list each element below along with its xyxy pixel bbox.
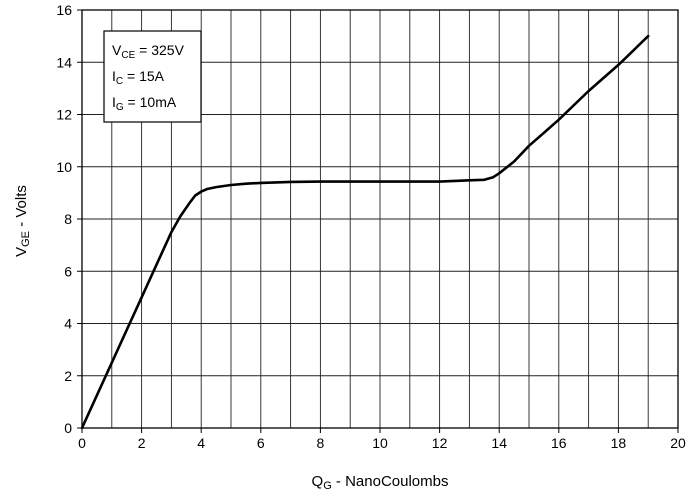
legend-entry-vce: VCE = 325V (112, 42, 185, 61)
plot-area-frame (81, 9, 679, 429)
x-axis-label: QG - NanoCoulombs (312, 473, 449, 492)
legend-entry-ic: IC = 15A (112, 68, 165, 87)
x-tick-label: 18 (611, 435, 627, 451)
legend-frame (103, 30, 202, 123)
legend-entry-ig: IG = 10mA (112, 94, 177, 113)
x-tick-label: 0 (78, 435, 86, 451)
y-tick-label: 4 (64, 316, 72, 332)
y-tick-label: 12 (56, 107, 72, 123)
x-tick-label: 8 (317, 435, 325, 451)
y-tick-label: 10 (56, 159, 72, 175)
y-axis-label: VGE - Volts (13, 185, 32, 257)
y-tick-label: 2 (64, 368, 72, 384)
y-tick-label: 6 (64, 263, 72, 279)
x-tick-label: 6 (257, 435, 265, 451)
x-tick-label: 14 (491, 435, 507, 451)
legend: VCE = 325V IC = 15A IG = 10mA (103, 30, 202, 123)
x-tick-label: 12 (432, 435, 448, 451)
y-tick-label: 8 (64, 211, 72, 227)
y-tick-label: 16 (56, 2, 72, 18)
series-line (80, 34, 650, 430)
x-tick-label: 16 (551, 435, 567, 451)
grid (82, 10, 678, 428)
x-tick-label: 4 (197, 435, 205, 451)
tick-labels: 0 2 4 6 8 10 12 14 16 18 20 0 2 4 6 8 10 12 14 16 (56, 2, 686, 451)
x-tick-label: 20 (670, 435, 686, 451)
x-tick-label: 10 (372, 435, 388, 451)
y-tick-label: 0 (64, 420, 72, 436)
x-tick-label: 2 (138, 435, 146, 451)
y-tick-label: 14 (56, 54, 72, 70)
